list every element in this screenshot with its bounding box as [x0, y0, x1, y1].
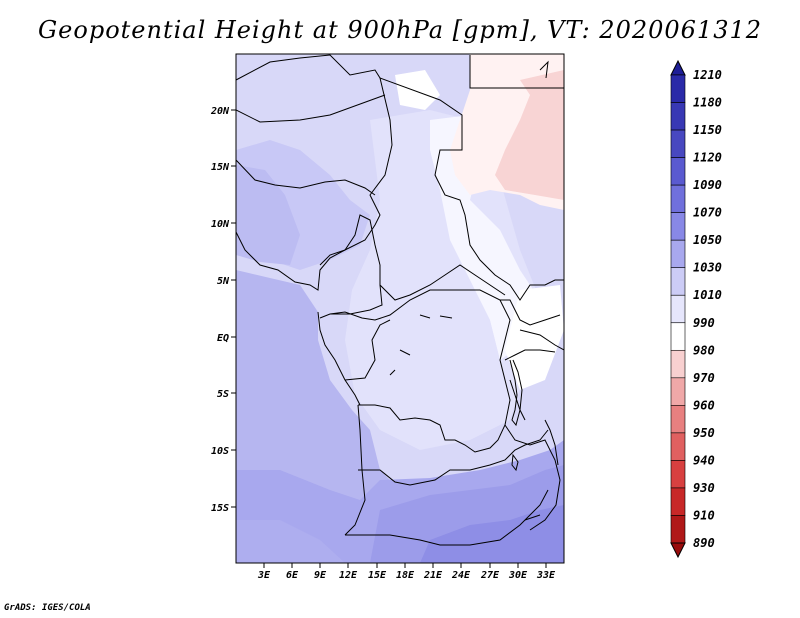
- chart-title: Geopotential Height at 900hPa [gpm], VT:…: [38, 16, 762, 44]
- colorbar-swatch: [670, 294, 686, 324]
- colorbar-swatch: [670, 267, 686, 296]
- colorbar-label: 1090: [693, 178, 722, 192]
- lat-label: 20N: [210, 106, 230, 117]
- colorbar-label: 1070: [693, 206, 722, 220]
- colorbar-label: 980: [693, 343, 715, 357]
- colorbar-swatch: [670, 349, 686, 379]
- colorbar-label: 1010: [693, 288, 722, 302]
- latitude-axis: 20N 15N 10N 5N EQ 5S 10S 15S: [210, 106, 236, 514]
- colorbar-label: 940: [693, 453, 715, 467]
- lat-label: EQ: [217, 333, 229, 344]
- colorbar-label: 930: [693, 481, 715, 495]
- colorbar-swatch: [670, 74, 686, 103]
- lat-label: 15N: [211, 162, 230, 173]
- lat-label: 15S: [211, 503, 229, 514]
- lat-label: 5S: [217, 389, 229, 400]
- lat-label: 5N: [217, 276, 230, 287]
- colorbar-swatch: [670, 377, 686, 406]
- lon-label: 24E: [451, 570, 471, 581]
- colorbar-swatch: [670, 432, 686, 461]
- colorbar-swatch: [670, 102, 686, 131]
- colorbar-swatch: [670, 460, 686, 489]
- lon-label: 18E: [396, 570, 415, 581]
- colorbar-swatch: [670, 322, 686, 351]
- lat-label: 10N: [211, 219, 230, 230]
- lon-label: 3E: [257, 570, 271, 581]
- colorbar-label: 910: [693, 508, 715, 522]
- colorbar-swatch: [670, 157, 686, 186]
- colorbar-swatch: [670, 487, 686, 516]
- colorbar-label: 950: [693, 426, 715, 440]
- colorbar: 1210 1180 1150 1120 1090 1070 1050 1030 1010 990 9…: [670, 59, 722, 559]
- lon-label: 30E: [508, 570, 528, 581]
- longitude-axis: 3E 6E 9E 12E 15E 18E 21E 24E 27E 30E 33E: [257, 563, 556, 581]
- colorbar-swatch: [670, 184, 686, 213]
- lon-label: 12E: [339, 570, 358, 581]
- colorbar-label: 960: [693, 398, 715, 412]
- plot-frame: [235, 53, 565, 564]
- colorbar-swatch: [670, 405, 686, 434]
- height-field: [236, 54, 564, 563]
- colorbar-top-arrow: [670, 59, 686, 76]
- borders: [236, 54, 564, 546]
- lat-label: 10S: [211, 446, 229, 457]
- lon-label: 15E: [368, 570, 387, 581]
- colorbar-label: 1210: [693, 68, 722, 82]
- colorbar-label: 1180: [693, 96, 722, 110]
- colorbar-swatch: [670, 129, 686, 158]
- lon-label: 27E: [480, 570, 500, 581]
- lon-label: 6E: [286, 570, 299, 581]
- colorbar-swatch: [670, 212, 686, 241]
- colorbar-label: 1150: [693, 123, 722, 137]
- grads-credit: GrADS: IGES/COLA: [4, 603, 91, 613]
- colorbar-label: 1030: [693, 261, 722, 275]
- colorbar-label: 890: [693, 536, 715, 550]
- colorbar-label: 1120: [693, 151, 722, 165]
- colorbar-label: 970: [693, 371, 715, 385]
- lon-label: 9E: [314, 570, 327, 581]
- lon-label: 33E: [536, 570, 556, 581]
- colorbar-label: 990: [693, 316, 715, 330]
- colorbar-swatch: [670, 515, 686, 544]
- colorbar-label: 1050: [693, 233, 722, 247]
- colorbar-swatch: [670, 239, 686, 269]
- colorbar-bottom-arrow: [670, 542, 686, 559]
- lon-label: 21E: [423, 570, 443, 581]
